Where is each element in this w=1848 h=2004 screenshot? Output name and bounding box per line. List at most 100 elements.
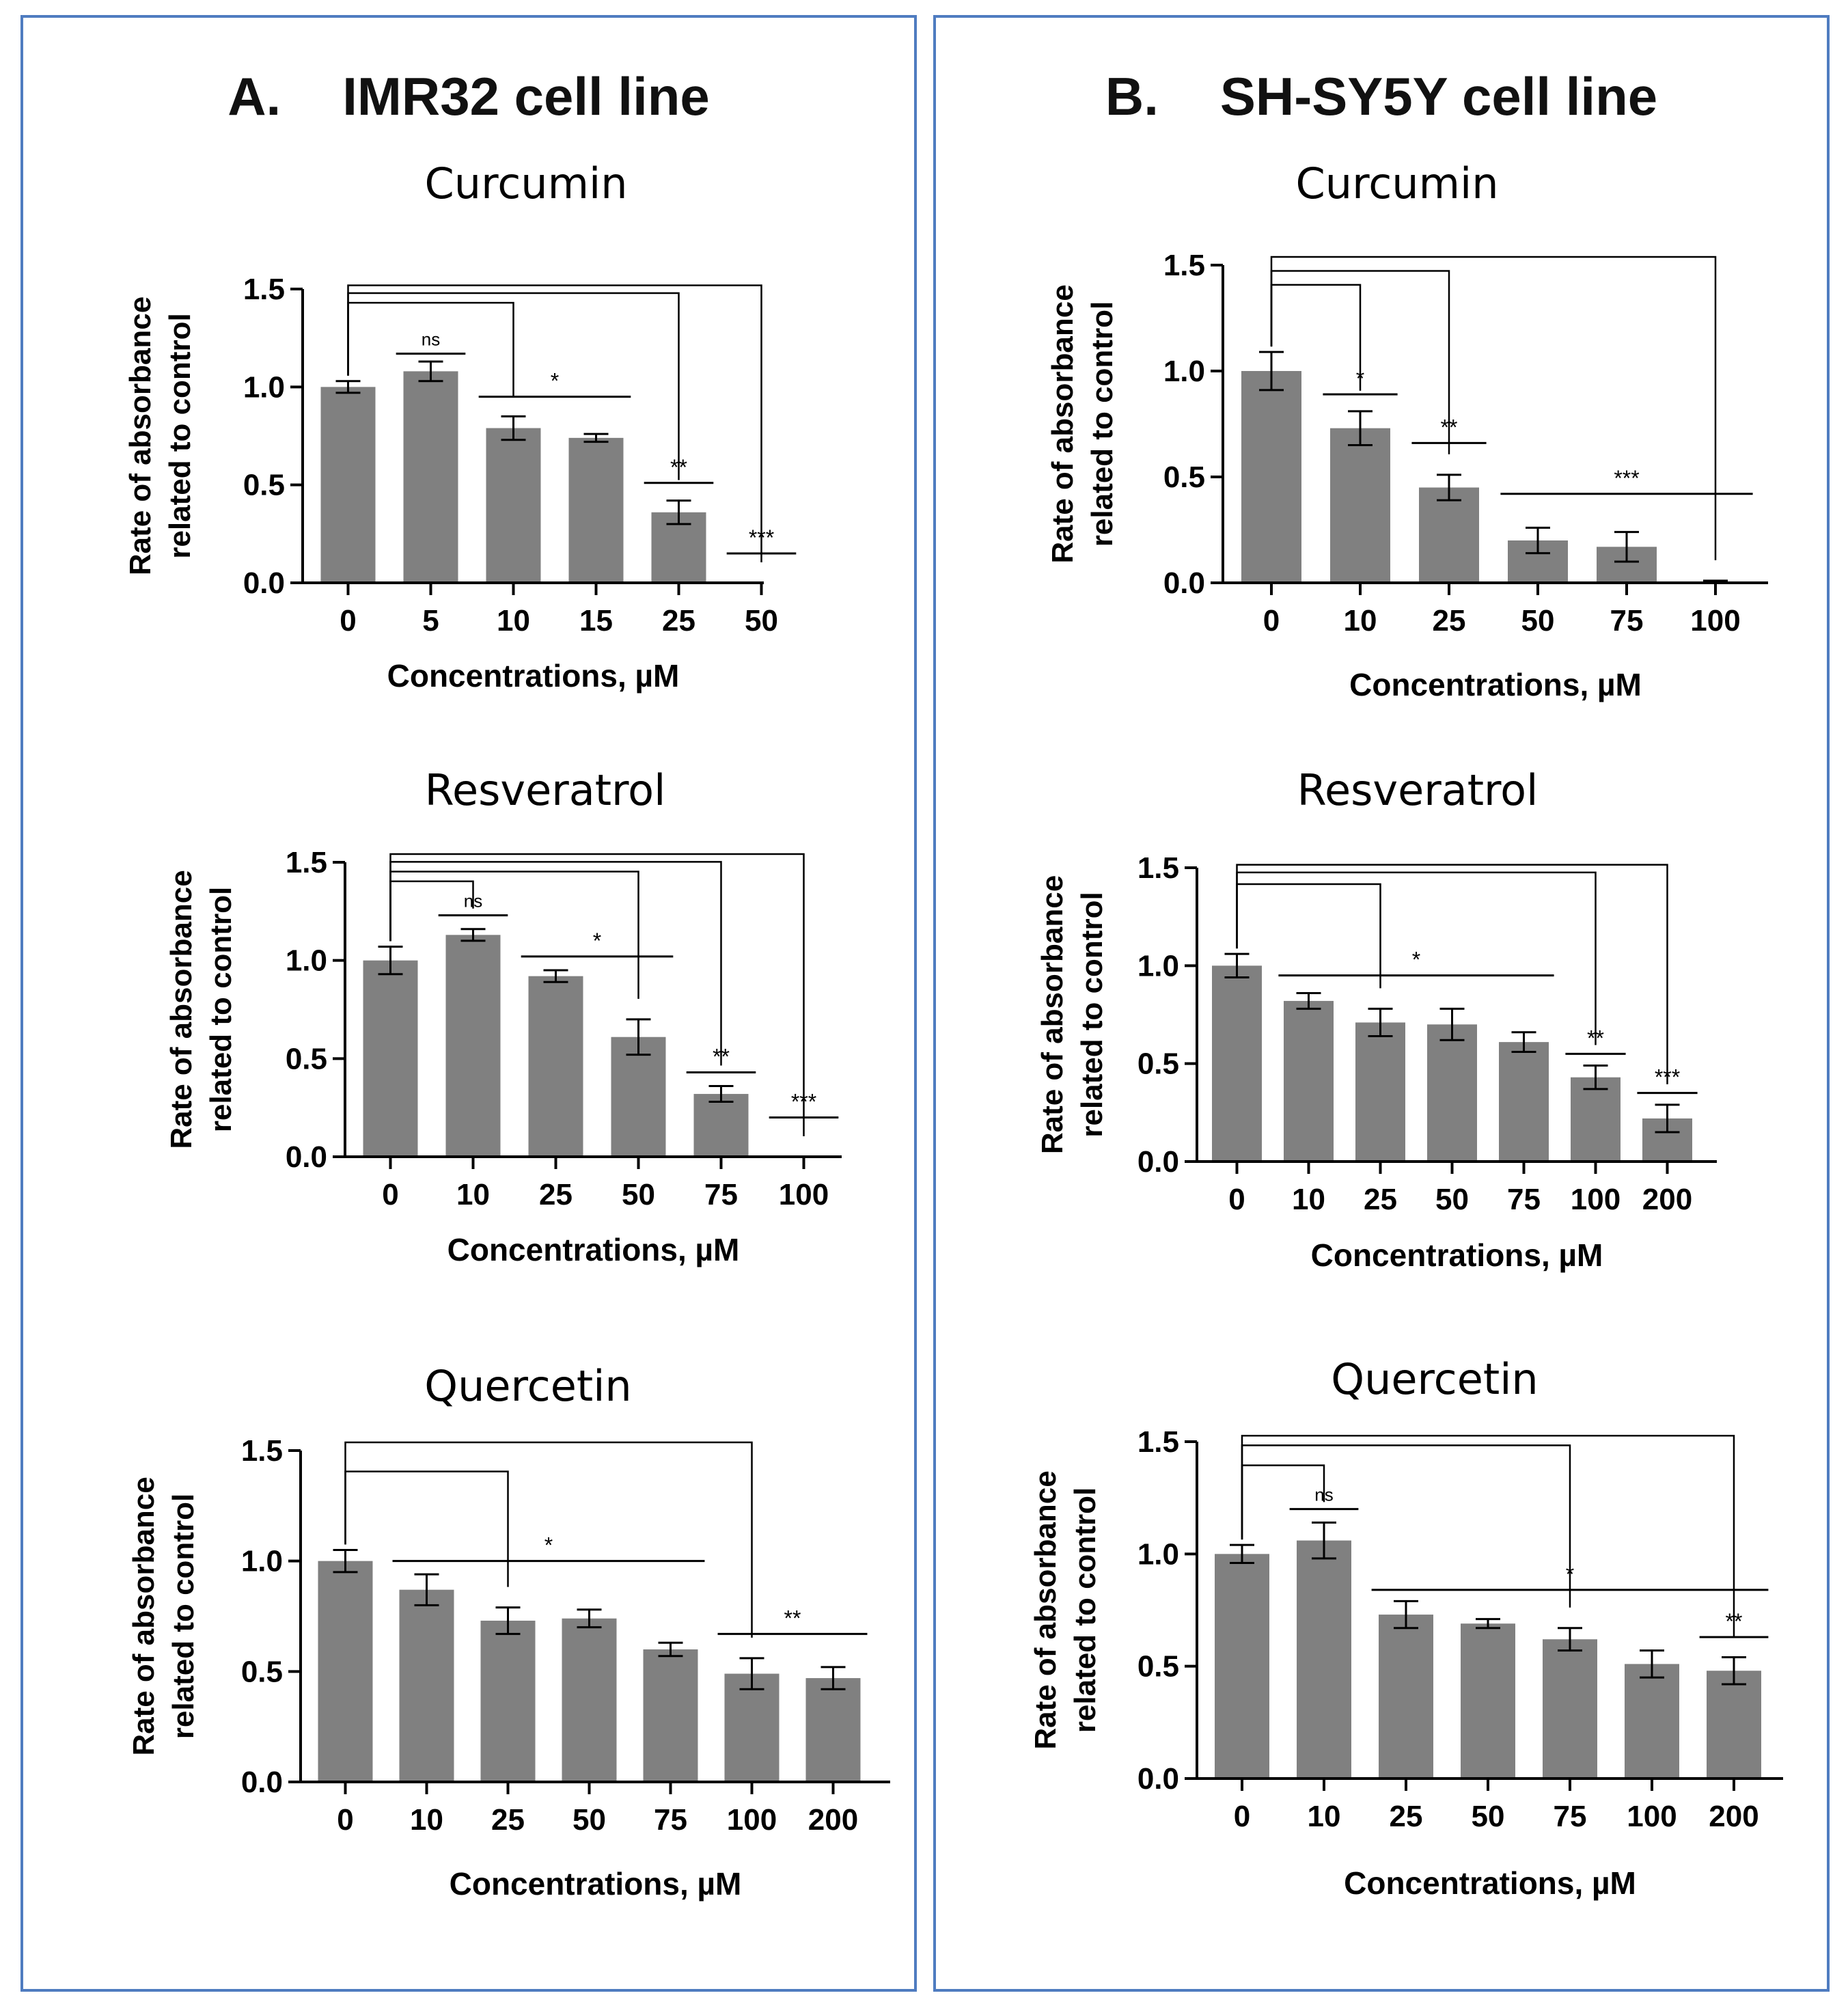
significance-label: ** (784, 1606, 801, 1630)
chart-a-quercetin: Quercetin 0.0 0.5 1.0 1.5 Rate of absorbance r… (127, 1361, 890, 1902)
x-tick-label: 50 (1435, 1183, 1469, 1216)
bar (1284, 1000, 1334, 1162)
x-tick-label: 100 (1690, 604, 1740, 637)
chart-b-resveratrol: Resveratrol 0.0 0.5 1.0 1.5 Rate of absorbanc… (1036, 765, 1717, 1273)
y-tick-label: 1.5 (1137, 1425, 1179, 1459)
x-tick-label: 75 (1610, 604, 1644, 637)
significance-label: *** (749, 525, 774, 550)
y-tick-label: 0.0 (286, 1140, 327, 1174)
significance-bracket (389, 853, 805, 1136)
bar (1419, 487, 1479, 583)
x-tick-label: 50 (573, 1803, 606, 1837)
y-axis-label: Rate of absorbance related to control (165, 870, 238, 1149)
y-tick-label: 0.0 (1137, 1145, 1179, 1179)
bar (318, 1561, 373, 1782)
x-tick-label: 75 (1554, 1800, 1587, 1833)
significance-label: ** (713, 1044, 730, 1069)
x-tick-label: 0 (340, 604, 356, 637)
significance-label: ** (1726, 1609, 1743, 1634)
y-tick-label: 1.0 (1137, 1537, 1179, 1571)
significance-label: * (1356, 366, 1364, 391)
x-tick-label: 100 (779, 1178, 829, 1211)
chart-title: Quercetin (1331, 1354, 1538, 1404)
panel-b-heading: SH-SY5Y cell line (1219, 66, 1658, 126)
bar (568, 437, 624, 583)
significance-label: * (1412, 948, 1420, 972)
panel-a-label: A. (227, 66, 281, 126)
x-axis-label: Concentrations, µM (387, 658, 680, 694)
significance-label: *** (1614, 466, 1639, 491)
significance-label: ns (464, 891, 482, 911)
y-tick-label: 0.0 (241, 1766, 283, 1799)
x-tick-label: 200 (1642, 1183, 1692, 1216)
x-tick-label: 100 (727, 1803, 777, 1837)
x-tick-label: 25 (491, 1803, 525, 1837)
x-tick-label: 100 (1571, 1183, 1621, 1216)
bar (1499, 1042, 1549, 1162)
significance-bracket (1236, 864, 1668, 1084)
significance-label: ** (1441, 415, 1458, 439)
x-tick-label: 75 (1507, 1183, 1541, 1216)
chart-title: Curcumin (1295, 159, 1498, 208)
bar (320, 387, 376, 583)
y-axis-label: Rate of absorbance related to control (124, 297, 197, 575)
x-tick-label: 25 (1433, 604, 1466, 637)
y-axis-label: Rate of absorbance related to control (1036, 875, 1109, 1154)
y-tick-label: 0.0 (1137, 1762, 1179, 1796)
x-tick-label: 25 (1364, 1183, 1397, 1216)
significance-label: ** (670, 455, 687, 480)
x-tick-label: 50 (1521, 604, 1555, 637)
bar (399, 1589, 454, 1782)
x-tick-label: 10 (497, 604, 530, 637)
x-tick-label: 50 (622, 1178, 655, 1211)
bar (1461, 1623, 1515, 1779)
significance-label: * (1566, 1562, 1574, 1587)
x-axis-label: Concentrations, µM (1344, 1865, 1636, 1901)
y-tick-label: 1.5 (243, 273, 285, 306)
y-tick-label: 0.5 (241, 1655, 283, 1688)
y-axis-label: Rate of absorbance related to control (1029, 1470, 1102, 1749)
y-tick-label: 0.5 (243, 469, 285, 502)
y-tick-label: 0.5 (1137, 1650, 1179, 1684)
significance-bracket (1241, 1444, 1571, 1608)
panel-b-label: B. (1105, 66, 1159, 126)
x-tick-label: 10 (1308, 1800, 1341, 1833)
x-tick-label: 0 (382, 1178, 398, 1211)
chart-b-curcumin: Curcumin 0.0 0.5 1.0 1.5 Rate of absorbance re… (1046, 159, 1768, 702)
significance-label: ns (422, 329, 440, 350)
x-axis-label: Concentrations, µM (450, 1866, 742, 1902)
bar (1543, 1639, 1597, 1779)
x-tick-label: 50 (745, 604, 778, 637)
x-tick-label: 10 (410, 1803, 443, 1837)
panel-b: B. SH-SY5Y cell line (933, 15, 1830, 1992)
x-tick-label: 10 (456, 1178, 490, 1211)
bar (1355, 1022, 1405, 1162)
x-axis-label: Concentrations, µM (1311, 1237, 1603, 1273)
chart-title: Curcumin (424, 159, 627, 208)
x-tick-label: 10 (1344, 604, 1377, 637)
chart-a-curcumin: Curcumin 0.0 0.5 1.0 1.5 Rate of absorbance re… (124, 159, 797, 694)
panel-a-title: A. IMR32 cell line (23, 66, 914, 128)
significance-label: *** (791, 1090, 816, 1114)
significance-label: *** (1655, 1065, 1680, 1090)
bar (1297, 1540, 1351, 1779)
y-tick-label: 1.5 (286, 846, 327, 879)
significance-label: ** (1587, 1026, 1604, 1050)
significance-label: * (544, 1533, 553, 1558)
bar (693, 1094, 749, 1157)
bar (1707, 1671, 1761, 1779)
bar (445, 935, 501, 1157)
significance-bracket (1241, 1435, 1735, 1637)
bar (1379, 1615, 1433, 1779)
chart-a-resveratrol: Resveratrol 0.0 0.5 1.0 1.5 Rate of absorbanc… (165, 765, 842, 1267)
y-tick-label: 1.5 (241, 1434, 283, 1468)
chart-title: Resveratrol (1297, 765, 1539, 815)
x-tick-label: 0 (337, 1803, 353, 1837)
bar (1571, 1077, 1621, 1162)
x-tick-label: 200 (808, 1803, 858, 1837)
bar (528, 976, 583, 1157)
x-tick-label: 100 (1627, 1800, 1677, 1833)
y-tick-label: 1.0 (243, 370, 285, 404)
y-tick-label: 1.0 (1137, 949, 1179, 983)
